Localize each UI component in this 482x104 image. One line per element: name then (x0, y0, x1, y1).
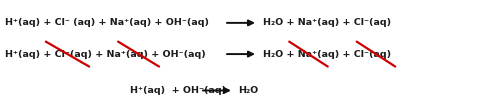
Text: H⁺(aq) + Cl⁻(aq) + Na⁺(aq) + OH⁻(aq): H⁺(aq) + Cl⁻(aq) + Na⁺(aq) + OH⁻(aq) (5, 50, 205, 59)
Text: H⁺(aq) + Cl⁻ (aq) + Na⁺(aq) + OH⁻(aq): H⁺(aq) + Cl⁻ (aq) + Na⁺(aq) + OH⁻(aq) (5, 18, 209, 27)
Text: H₂O + Na⁺(aq) + Cl⁻(aq): H₂O + Na⁺(aq) + Cl⁻(aq) (263, 18, 391, 27)
Text: H₂O: H₂O (239, 86, 259, 95)
Text: H₂O + Na⁺(aq) + Cl⁻(aq): H₂O + Na⁺(aq) + Cl⁻(aq) (263, 50, 391, 59)
Text: H⁺(aq)  + OH⁻(aq): H⁺(aq) + OH⁻(aq) (130, 86, 226, 95)
